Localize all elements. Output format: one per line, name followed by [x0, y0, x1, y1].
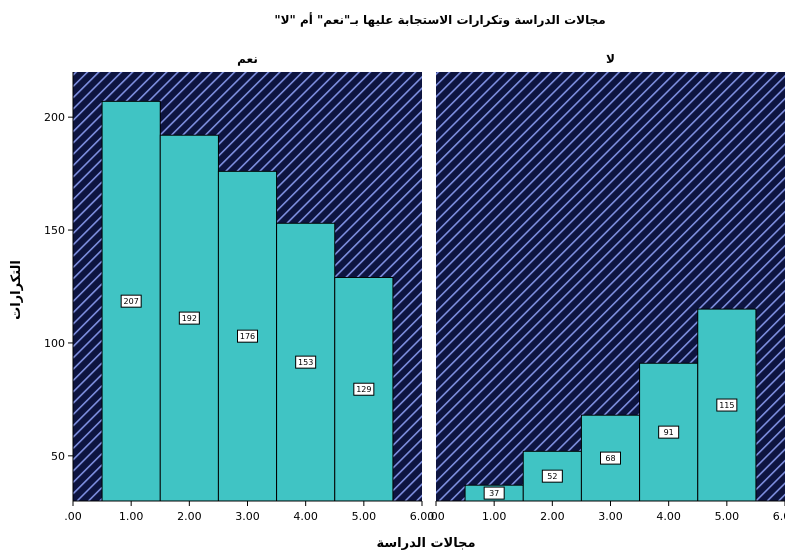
- x-tick-label: 6.00: [410, 510, 435, 523]
- data-label: 153: [298, 358, 313, 367]
- panel-title: لا: [606, 52, 615, 66]
- data-label: 52: [547, 472, 557, 481]
- data-label-box: [716, 398, 738, 412]
- x-tick-label: 4.00: [656, 510, 681, 523]
- data-label: 115: [719, 401, 734, 410]
- x-tick-label: 2.00: [177, 510, 202, 523]
- data-label: 37: [489, 489, 499, 498]
- y-tick-label: 50: [51, 450, 65, 463]
- y-tick-label: 200: [44, 111, 65, 124]
- data-label-box: [353, 382, 375, 396]
- x-tick-label: 5.00: [352, 510, 377, 523]
- data-label-box: [237, 329, 258, 343]
- x-tick-label: .00: [427, 510, 445, 523]
- data-label-box: [295, 355, 317, 369]
- chart-title: مجالات الدراسة وتكرارات الاستجابة عليها …: [274, 12, 605, 28]
- y-tick-label: 150: [44, 224, 65, 237]
- panel-2: لا 37 52 68 91 115 .00 1.00 2.00 3.00 4.00 5.00 6.00: [427, 52, 785, 523]
- data-label-box: [178, 311, 200, 325]
- y-axis-label: التكرارات: [9, 260, 24, 320]
- data-label-box: [541, 469, 563, 483]
- panel-1: نعم 207 192 176 153 129 .00 1.00 2.00 3.00 4.00 5.0…: [64, 52, 434, 523]
- x-tick-label: 3.00: [235, 510, 260, 523]
- facet-panels: نعم 207 192 176 153 129 .00 1.00 2.00 3.00 4.00 5.0…: [44, 52, 785, 523]
- data-label-box: [120, 294, 142, 308]
- panel-title: نعم: [237, 52, 258, 66]
- x-tick-label: 5.00: [715, 510, 740, 523]
- x-tick-label: 6.00: [773, 510, 785, 523]
- y-axis: 50 100 150 200: [44, 72, 74, 501]
- x-tick-label: 2.00: [540, 510, 565, 523]
- data-label: 207: [124, 297, 139, 306]
- x-tick-label: 1.00: [482, 510, 507, 523]
- data-label-box: [600, 451, 621, 465]
- x-tick-label: .00: [64, 510, 82, 523]
- data-label: 176: [240, 332, 255, 341]
- data-label: 91: [664, 428, 674, 437]
- data-label-box: [483, 486, 505, 500]
- x-tick-label: 4.00: [293, 510, 318, 523]
- x-tick-label: 3.00: [598, 510, 623, 523]
- data-label: 192: [182, 314, 197, 323]
- x-axis-label: مجالات الدراسة: [376, 536, 475, 551]
- y-tick-label: 100: [44, 337, 65, 350]
- data-label: 68: [605, 454, 615, 463]
- data-label-box: [658, 425, 680, 439]
- x-tick-label: 1.00: [119, 510, 144, 523]
- data-label: 129: [356, 385, 371, 394]
